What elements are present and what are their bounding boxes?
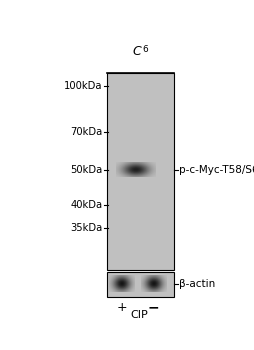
- Text: 40kDa: 40kDa: [70, 200, 102, 210]
- Text: 35kDa: 35kDa: [70, 223, 102, 233]
- Text: CIP: CIP: [130, 310, 148, 320]
- Text: 100kDa: 100kDa: [64, 82, 102, 91]
- Bar: [107, 272, 173, 297]
- Text: 70kDa: 70kDa: [70, 127, 102, 137]
- Text: p-c-Myc-T58/S62: p-c-Myc-T58/S62: [178, 165, 254, 175]
- Text: 50kDa: 50kDa: [70, 165, 102, 175]
- Text: C: C: [132, 45, 140, 58]
- Text: β-actin: β-actin: [178, 279, 215, 289]
- Text: +: +: [116, 301, 126, 314]
- Text: 6: 6: [142, 45, 148, 54]
- Bar: [107, 73, 173, 270]
- Text: −: −: [147, 301, 158, 315]
